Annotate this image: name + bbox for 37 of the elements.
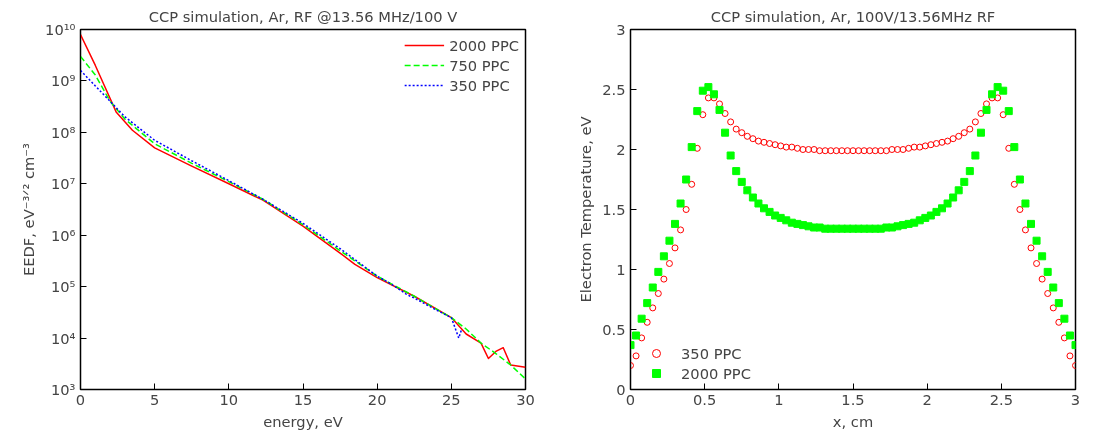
- y-tick-label: 10⁹: [50, 72, 76, 90]
- y-tick-label: 2: [616, 140, 626, 158]
- x-tick-label: 10: [219, 390, 239, 408]
- x-axis-title: energy, eV: [263, 412, 343, 430]
- x-tick-label: 0.5: [693, 390, 717, 408]
- y-tick-label: 1: [616, 260, 626, 278]
- y-tick-label: 2.5: [602, 80, 626, 98]
- x-axis-title: x, cm: [832, 412, 874, 430]
- y-tick-label: 10¹⁰: [45, 21, 76, 38]
- y-tick-label: 10⁸: [50, 123, 76, 141]
- y-tick-label: 10⁴: [50, 329, 76, 347]
- x-tick-label: 3: [1070, 390, 1081, 408]
- y-tick-label: 0.5: [602, 320, 626, 338]
- y-tick-label: 10⁶: [50, 226, 76, 244]
- x-tick-label: 1: [774, 390, 784, 408]
- x-tick-label: 5: [150, 390, 160, 408]
- x-tick-label: 2.5: [989, 390, 1013, 408]
- x-tick-label: 20: [367, 390, 387, 408]
- legend-label: 350 PPC: [449, 76, 510, 94]
- legend-label: 750 PPC: [449, 56, 510, 74]
- y-tick-label: 10⁵: [50, 278, 76, 296]
- y-tick-label: 1.5: [602, 200, 626, 218]
- legend-label: 2000 PPC: [449, 36, 519, 54]
- chart-title: CCP simulation, Ar, RF @13.56 MHz/100 V: [148, 7, 458, 25]
- y-tick-label: 10³: [50, 381, 76, 398]
- legend-label: 350 PPC: [681, 344, 742, 362]
- x-tick-label: 1.5: [841, 390, 865, 408]
- x-tick-label: 30: [516, 390, 535, 408]
- y-axis-title: EEDF, eV⁻³ᐟ² cm⁻³: [20, 142, 38, 276]
- y-tick-label: 3: [616, 20, 626, 38]
- legend-label: 2000 PPC: [681, 364, 751, 382]
- x-tick-label: 2: [922, 390, 932, 408]
- chart-title: CCP simulation, Ar, 100V/13.56MHz RF: [710, 7, 996, 25]
- x-tick-label: 25: [442, 390, 461, 408]
- x-tick-label: 15: [293, 390, 313, 408]
- y-tick-label: 10⁷: [50, 175, 76, 193]
- y-axis-title: Electron Temperature, eV: [577, 116, 595, 303]
